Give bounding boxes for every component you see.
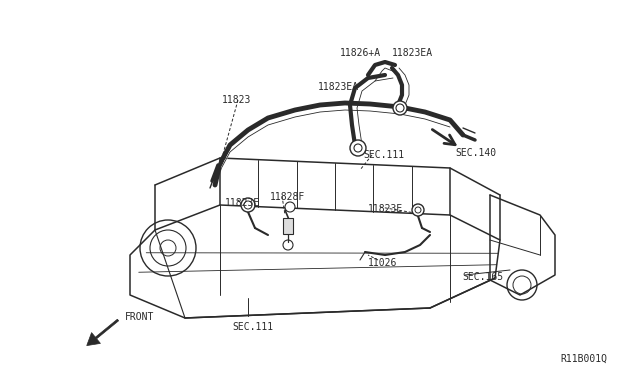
FancyArrow shape [86,319,118,346]
Text: SEC.140: SEC.140 [455,148,496,158]
Text: 11828F: 11828F [270,192,305,202]
Text: R11B001Q: R11B001Q [560,354,607,364]
Text: FRONT: FRONT [125,312,154,322]
Text: 11026: 11026 [368,258,397,268]
Bar [283,218,293,234]
Text: 11826+A: 11826+A [340,48,381,58]
Text: 11823E: 11823E [368,204,403,214]
Circle shape [412,204,424,216]
Text: 11823EA: 11823EA [392,48,433,58]
Circle shape [285,202,295,212]
Text: 11823EA: 11823EA [318,82,359,92]
Text: SEC.111: SEC.111 [232,322,273,332]
Text: 11823: 11823 [222,95,252,105]
Circle shape [350,140,366,156]
Text: SEC.111: SEC.111 [363,150,404,160]
Circle shape [241,198,255,212]
Text: SEC.165: SEC.165 [462,272,503,282]
Text: 11823E: 11823E [225,198,260,208]
Circle shape [393,101,407,115]
